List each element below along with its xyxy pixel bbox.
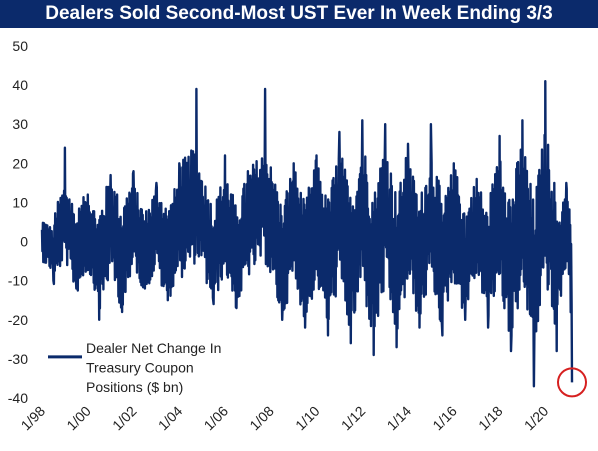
series-line [40,80,574,388]
y-axis: -40 -30 -20 -10 0 10 20 30 40 50 [8,38,28,406]
y-tick-label: 10 [12,194,28,210]
y-tick-label: 30 [12,116,28,132]
x-tick-label: 1/08 [246,403,277,434]
highlight-circle [557,367,587,398]
chart-area: -40 -30 -20 -10 0 10 20 30 40 50 1/98 1/00 1/02 1/04… [8,38,587,434]
x-tick-label: 1/98 [18,403,49,434]
x-tick-label: 1/14 [384,403,415,434]
y-tick-label: 40 [12,77,28,93]
legend-label-line-1: Dealer Net Change In [86,340,221,356]
x-tick-label: 1/00 [63,403,94,434]
x-tick-label: 1/02 [109,403,140,434]
legend-label-line-3: Positions ($ bn) [86,379,183,395]
x-tick-label: 1/16 [429,403,460,434]
x-tick-label: 1/06 [201,403,232,434]
x-tick-label: 1/12 [338,403,369,434]
x-axis: 1/98 1/00 1/02 1/04 1/06 1/08 1/10 1/12 1/14 1/16… [18,403,552,434]
x-tick-label: 1/10 [292,403,323,434]
legend: Dealer Net Change In Treasury Coupon Pos… [48,340,221,395]
chart-title: Dealers Sold Second-Most UST Ever In Wee… [0,0,598,28]
y-tick-label: -20 [8,312,28,328]
x-tick-label: 1/04 [155,403,186,434]
y-tick-label: 0 [20,234,28,250]
y-tick-label: -10 [8,273,28,289]
y-tick-label: -30 [8,351,28,367]
y-tick-label: 20 [12,155,28,171]
y-tick-label: -40 [8,390,28,406]
x-tick-label: 1/20 [521,403,552,434]
x-tick-label: 1/18 [475,403,506,434]
y-tick-label: 50 [12,38,28,54]
legend-label-line-2: Treasury Coupon [86,360,194,376]
